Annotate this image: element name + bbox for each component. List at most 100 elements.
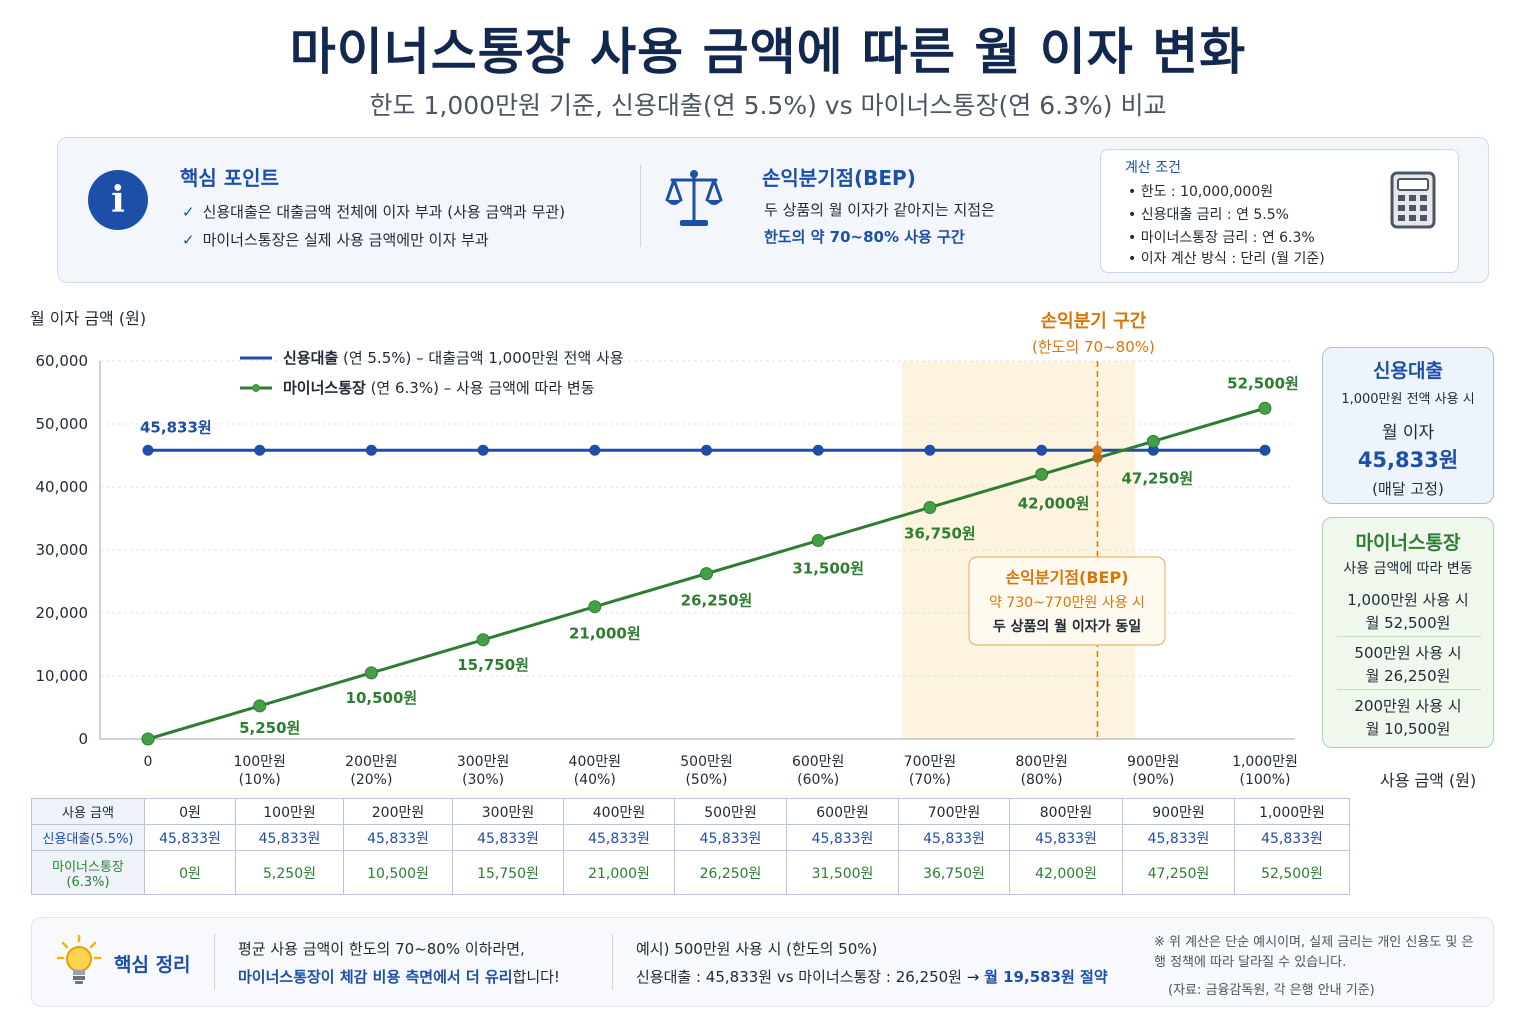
x-tick-percent-label: (10%) <box>239 772 281 788</box>
credit-loan-point <box>812 444 824 456</box>
x-tick-percent-label: (90%) <box>1132 772 1174 788</box>
x-tick-label: 0 <box>144 754 153 770</box>
summary-panel <box>31 917 1494 1007</box>
credit-loan-point <box>1036 444 1048 456</box>
minus-summary-item: 월 10,500원 <box>1365 720 1451 738</box>
minus-value-label: 15,750원 <box>457 656 529 674</box>
key-points-title: 핵심 포인트 <box>180 166 279 190</box>
example-line-2: 신용대출 : 45,833원 vs 마이너스통장 : 26,250원 → 월 1… <box>636 968 1108 986</box>
minus-value-label: 21,000원 <box>569 625 641 643</box>
table-cell: 15,750원 <box>452 850 564 895</box>
credit-loan-summary: 신용대출 1,000만원 전액 사용 시 월 이자 45,833원 (매달 고정… <box>1322 347 1494 504</box>
x-tick-label: 600만원 <box>792 754 844 770</box>
table-row: 신용대출(5.5%) 45,833원 45,833원 45,833원 45,833원 45… <box>31 824 1350 852</box>
x-tick-label: 300만원 <box>457 754 509 770</box>
x-tick-percent-label: (30%) <box>462 772 504 788</box>
credit-loan-point <box>477 444 489 456</box>
interest-line-chart: 0 10,000 20,000 30,000 40,000 50,000 60,000 0 10… <box>36 311 1299 788</box>
minus-summary-item: 월 52,500원 <box>1365 614 1451 632</box>
x-tick-label: 900만원 <box>1127 754 1179 770</box>
x-tick-percent-label: (50%) <box>685 772 727 788</box>
summary-line-2: 마이너스통장이 체감 비용 측면에서 더 유리합니다! <box>238 968 560 986</box>
bep-zone-title: 손익분기 구간 <box>1041 311 1147 332</box>
divider <box>612 934 613 990</box>
source-note: (자료: 금융감독원, 각 은행 안내 기준) <box>1168 983 1375 998</box>
y-tick-label: 40,000 <box>36 478 89 496</box>
condition-item: • 한도 : 10,000,000원 <box>1128 184 1274 200</box>
minus-account-point <box>923 500 937 514</box>
table-cell: 45,833원 <box>1234 824 1350 852</box>
table-cell: 0원 <box>144 797 236 826</box>
x-tick-percent-label: (70%) <box>909 772 951 788</box>
table-cell: 800만원 <box>1009 797 1123 826</box>
table-cell: 26,250원 <box>674 850 787 895</box>
comparison-table: 사용 금액 0원 100만원 200만원 300만원 400만원 500만원 600만원 700… <box>31 797 1350 895</box>
bep-callout-title: 손익분기점(BEP) <box>1005 568 1128 587</box>
x-tick-percent-label: (60%) <box>797 772 839 788</box>
disclaimer-note: ※ 위 계산은 단순 예시이며, 실제 금리는 개인 신용도 및 은행 정책에 … <box>1154 935 1474 970</box>
table-cell: 600만원 <box>786 797 899 826</box>
minus-account-point <box>141 732 155 746</box>
table-cell: 10,500원 <box>343 850 453 895</box>
table-row-header: 마이너스통장(6.3%) <box>31 850 145 895</box>
page-subtitle: 한도 1,000만원 기준, 신용대출(연 5.5%) vs 마이너스통장(연 … <box>369 91 1167 120</box>
table-cell: 45,833원 <box>452 824 564 852</box>
x-tick-percent-label: (20%) <box>350 772 392 788</box>
legend-entry: 마이너스통장 (연 6.3%) – 사용 금액에 따라 변동 <box>283 379 595 397</box>
minus-value-label: 52,500원 <box>1227 374 1299 392</box>
divider <box>1337 636 1481 637</box>
table-cell: 45,833원 <box>674 824 787 852</box>
table-cell: 45,833원 <box>786 824 899 852</box>
table-cell: 21,000원 <box>563 850 675 895</box>
credit-loan-point <box>365 444 377 456</box>
minus-account-point <box>364 666 378 680</box>
y-tick-label: 10,000 <box>36 667 89 685</box>
bep-callout-note: 두 상품의 월 이자가 동일 <box>993 618 1141 635</box>
key-point-item: ✓ 신용대출은 대출금액 전체에 이자 부과 (사용 금액과 무관) <box>182 203 566 221</box>
table-cell: 1,000만원 <box>1234 797 1350 826</box>
credit-loan-point <box>701 444 712 456</box>
bep-callout-range: 약 730~770만원 사용 시 <box>989 595 1145 611</box>
scale-icon <box>665 170 723 226</box>
x-tick-percent-label: (100%) <box>1240 772 1291 788</box>
bep-description: 두 상품의 월 이자가 같아지는 지점은 <box>764 201 995 219</box>
table-cell: 31,500원 <box>786 850 899 895</box>
y-tick-label: 30,000 <box>36 541 89 559</box>
divider <box>214 934 215 990</box>
table-cell: 45,833원 <box>144 824 236 852</box>
x-tick-label: 400만원 <box>569 754 621 770</box>
example-line-1: 예시) 500만원 사용 시 (한도의 50%) <box>636 940 878 958</box>
minus-value-label: 10,500원 <box>346 689 418 707</box>
table-cell: 45,833원 <box>235 824 344 852</box>
minus-account-point <box>700 567 713 581</box>
table-row-header: 사용 금액 <box>31 797 145 826</box>
table-cell: 200만원 <box>343 797 453 826</box>
conditions-title: 계산 조건 <box>1125 160 1181 176</box>
key-point-item: ✓ 마이너스통장은 실제 사용 금액에만 이자 부과 <box>182 231 489 249</box>
summary-title: 핵심 정리 <box>114 954 191 976</box>
bep-zone-subtitle: (한도의 70~80%) <box>1032 338 1155 356</box>
condition-item: • 이자 계산 방식 : 단리 (월 기준) <box>1128 251 1325 267</box>
table-cell: 45,833원 <box>563 824 675 852</box>
x-tick-label: 800만원 <box>1015 754 1067 770</box>
minus-value-label: 36,750원 <box>904 524 976 542</box>
credit-summary-title: 신용대출 <box>1373 360 1443 382</box>
minus-account-summary: 마이너스통장 사용 금액에 따라 변동 1,000만원 사용 시 월 52,50… <box>1322 517 1494 748</box>
minus-account-point <box>1258 401 1272 415</box>
summary-line-1: 평균 사용 금액이 한도의 70~80% 이하라면, <box>238 940 525 958</box>
condition-item: • 마이너스통장 금리 : 연 6.3% <box>1128 230 1315 246</box>
table-cell: 500만원 <box>674 797 787 826</box>
minus-value-label: 47,250원 <box>1121 469 1193 487</box>
y-tick-label: 50,000 <box>36 415 89 433</box>
minus-account-point <box>588 600 602 614</box>
divider <box>640 165 641 247</box>
table-row-header: 신용대출(5.5%) <box>31 824 145 852</box>
table-cell: 900만원 <box>1122 797 1235 826</box>
x-tick-percent-label: (40%) <box>574 772 616 788</box>
credit-loan-point <box>924 444 936 456</box>
table-cell: 45,833원 <box>1009 824 1123 852</box>
table-cell: 45,833원 <box>1122 824 1235 852</box>
credit-value-label: 45,833원 <box>140 418 212 436</box>
table-cell: 45,833원 <box>343 824 453 852</box>
minus-account-point <box>1035 467 1049 481</box>
